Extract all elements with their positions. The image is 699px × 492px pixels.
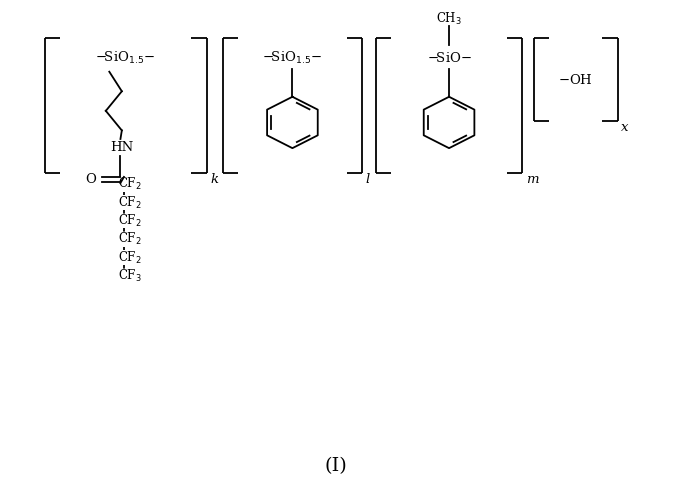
Text: CF$_2$: CF$_2$ — [117, 231, 141, 247]
Text: CF$_2$: CF$_2$ — [117, 176, 141, 192]
Text: CF$_2$: CF$_2$ — [117, 213, 141, 229]
Text: l: l — [366, 173, 370, 185]
Text: x: x — [621, 121, 628, 134]
Text: (I): (I) — [324, 457, 347, 475]
Text: $-\!$SiO$_{1.5}$$-$: $-\!$SiO$_{1.5}$$-$ — [262, 50, 322, 66]
Text: O: O — [85, 173, 96, 186]
Text: $-\!$SiO$-$: $-\!$SiO$-$ — [426, 51, 471, 64]
Text: HN: HN — [110, 141, 134, 154]
Text: k: k — [210, 173, 218, 185]
Text: $-\!$SiO$_{1.5}$$-$: $-\!$SiO$_{1.5}$$-$ — [95, 50, 155, 66]
Text: CF$_3$: CF$_3$ — [117, 268, 141, 284]
Text: CF$_2$: CF$_2$ — [117, 249, 141, 266]
Text: CF$_2$: CF$_2$ — [117, 194, 141, 211]
Text: CH$_3$: CH$_3$ — [436, 10, 462, 27]
Text: $-$OH: $-$OH — [559, 73, 593, 87]
Text: m: m — [526, 173, 538, 185]
